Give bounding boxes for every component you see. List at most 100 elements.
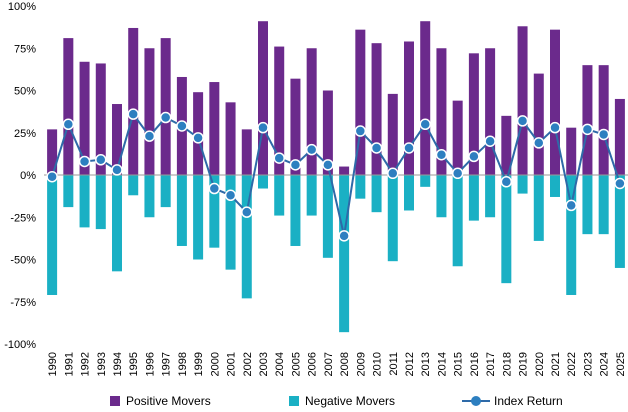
bar-positive-2013 xyxy=(420,21,431,176)
bar-positive-1991 xyxy=(63,38,74,175)
x-tick-label: 2002 xyxy=(242,352,254,376)
index-point-2007 xyxy=(322,159,334,171)
x-tick-label: 2003 xyxy=(258,352,270,376)
bar-positive-2019 xyxy=(517,26,528,176)
x-tick-label: 2023 xyxy=(582,352,594,376)
bar-positive-2011 xyxy=(387,93,398,175)
bar-negative-2014 xyxy=(436,175,447,218)
x-tick-label: 2024 xyxy=(599,352,611,376)
bar-positive-2005 xyxy=(290,78,301,175)
x-tick-label: 1997 xyxy=(161,352,173,376)
bar-negative-2010 xyxy=(371,175,382,213)
index-point-2015 xyxy=(451,167,464,180)
y-tick-label: 0% xyxy=(20,170,36,182)
index-point-1997 xyxy=(159,111,172,124)
bar-positive-2025 xyxy=(614,98,625,175)
bar-negative-2018 xyxy=(501,175,512,284)
x-tick-label: 2014 xyxy=(436,352,448,376)
bar-negative-1993 xyxy=(95,175,106,230)
bar-positive-2024 xyxy=(598,65,609,175)
y-tick-label: -100% xyxy=(4,339,36,351)
bar-negative-1997 xyxy=(160,175,171,208)
index-point-2001 xyxy=(224,189,237,202)
index-point-2018 xyxy=(500,176,513,188)
bar-positive-2010 xyxy=(371,43,382,176)
bar-negative-2013 xyxy=(420,175,431,187)
bar-positive-1990 xyxy=(47,129,58,175)
x-tick-label: 2008 xyxy=(339,352,351,376)
index-point-2008 xyxy=(338,230,350,242)
x-tick-label: 1991 xyxy=(63,352,75,376)
bar-positive-2006 xyxy=(306,48,317,175)
bar-positive-2004 xyxy=(274,46,285,176)
bar-negative-2000 xyxy=(209,175,220,248)
x-tick-label: 2016 xyxy=(469,352,481,376)
x-tick-label: 2000 xyxy=(209,352,221,376)
bar-negative-2009 xyxy=(355,175,366,199)
bar-positive-2015 xyxy=(452,100,463,175)
bar-negative-2001 xyxy=(225,175,236,270)
bar-negative-2005 xyxy=(290,175,301,246)
bar-negative-1998 xyxy=(176,175,187,246)
x-tick-label: 2020 xyxy=(534,352,546,376)
index-point-1995 xyxy=(127,108,139,120)
index-point-2000 xyxy=(208,182,221,195)
x-tick-label: 1996 xyxy=(144,352,156,376)
bars-layer xyxy=(47,21,625,333)
index-point-1991 xyxy=(62,118,75,131)
index-point-2010 xyxy=(370,142,383,154)
index-point-1996 xyxy=(143,130,156,142)
x-tick-label: 2025 xyxy=(615,352,627,376)
bar-negative-1994 xyxy=(112,175,122,272)
index-point-2003 xyxy=(257,121,269,134)
x-tick-label: 1994 xyxy=(112,352,124,376)
bar-positive-2018 xyxy=(501,115,512,175)
index-point-2014 xyxy=(435,148,448,161)
index-point-1999 xyxy=(192,132,204,144)
index-point-2024 xyxy=(597,128,610,141)
x-tick-label: 2007 xyxy=(323,352,335,376)
bar-positive-2001 xyxy=(225,102,236,175)
y-tick-label: 50% xyxy=(14,86,36,98)
legend-swatch-positive xyxy=(110,396,120,406)
bar-negative-2021 xyxy=(550,175,560,197)
x-tick-label: 2017 xyxy=(485,352,497,376)
x-tick-label: 2009 xyxy=(355,352,367,376)
index-point-2004 xyxy=(273,152,285,164)
y-tick-label: -75% xyxy=(10,297,36,309)
bar-negative-2007 xyxy=(322,175,333,258)
x-tick-label: 1998 xyxy=(177,352,189,376)
bar-positive-2014 xyxy=(436,48,447,175)
index-point-2011 xyxy=(387,167,399,180)
x-tick-label: 2011 xyxy=(388,352,400,376)
x-tick-label: 2006 xyxy=(307,352,319,376)
y-tick-label: 100% xyxy=(8,1,36,13)
bar-negative-1999 xyxy=(193,175,204,260)
index-point-2005 xyxy=(289,159,302,171)
bar-positive-2017 xyxy=(485,48,496,175)
x-tick-label: 1999 xyxy=(193,352,205,376)
index-point-2025 xyxy=(614,177,626,190)
index-point-2020 xyxy=(533,137,545,149)
y-tick-label: 75% xyxy=(14,43,36,55)
index-line-layer xyxy=(46,108,626,242)
bar-positive-1992 xyxy=(79,61,90,175)
bar-negative-2025 xyxy=(614,175,625,268)
bar-positive-1996 xyxy=(144,48,155,175)
x-tick-label: 2013 xyxy=(420,352,432,376)
x-tick-label: 2010 xyxy=(372,352,384,376)
bar-positive-2012 xyxy=(404,41,414,175)
bar-negative-2012 xyxy=(404,175,414,211)
y-tick-label: -25% xyxy=(10,212,36,224)
x-tick-label: 2005 xyxy=(290,352,302,376)
index-point-2002 xyxy=(241,206,253,218)
bar-positive-2002 xyxy=(241,129,252,175)
bar-negative-2006 xyxy=(306,175,317,216)
bar-positive-2009 xyxy=(355,29,366,175)
index-point-2013 xyxy=(419,118,431,131)
bar-positive-2000 xyxy=(209,82,220,175)
legend-label-index: Index Return xyxy=(494,394,563,408)
index-point-2022 xyxy=(565,199,577,212)
legend: Positive Movers Negative Movers Index Re… xyxy=(0,390,628,412)
y-tick-label: -50% xyxy=(10,255,36,267)
